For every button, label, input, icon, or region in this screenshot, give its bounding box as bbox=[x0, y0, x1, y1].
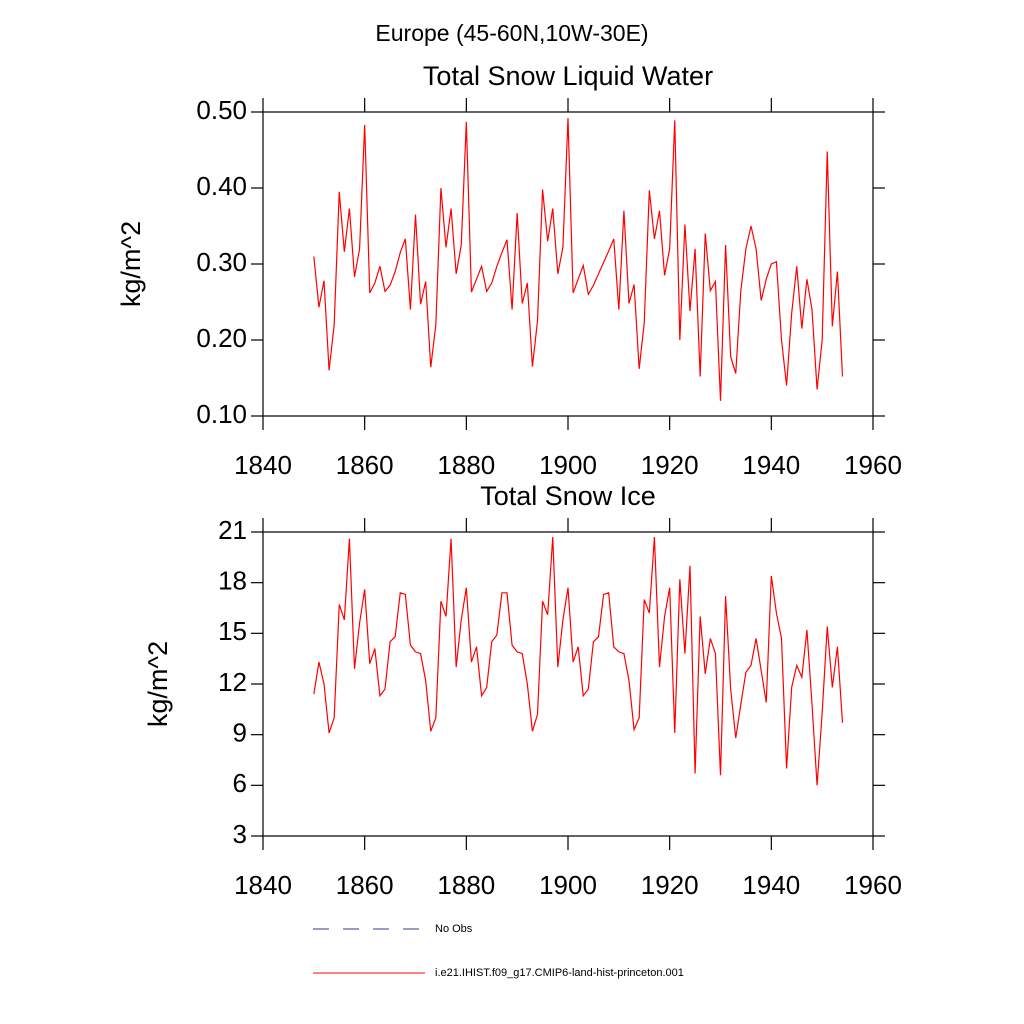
legend-label: No Obs bbox=[435, 923, 473, 935]
y-tick-label: 0.10 bbox=[196, 399, 247, 429]
x-tick-label: 1840 bbox=[234, 870, 292, 900]
y-tick-label: 3 bbox=[233, 819, 247, 849]
panel-title: Total Snow Ice bbox=[480, 481, 656, 511]
x-tick-label: 1900 bbox=[539, 870, 597, 900]
x-tick-label: 1880 bbox=[437, 450, 495, 480]
y-axis-label: kg/m^2 bbox=[116, 221, 146, 307]
plot-frame bbox=[262, 111, 874, 417]
x-tick-label: 1940 bbox=[742, 870, 800, 900]
x-tick-label: 1840 bbox=[234, 450, 292, 480]
y-tick-label: 21 bbox=[218, 515, 247, 545]
x-tick-label: 1960 bbox=[844, 450, 902, 480]
y-tick-label: 18 bbox=[218, 566, 247, 596]
x-tick-label: 1860 bbox=[336, 450, 394, 480]
y-tick-label: 0.40 bbox=[196, 171, 247, 201]
data-line bbox=[313, 118, 844, 401]
x-tick-label: 1960 bbox=[844, 870, 902, 900]
y-axis-label: kg/m^2 bbox=[143, 641, 173, 727]
y-tick-label: 12 bbox=[218, 667, 247, 697]
y-tick-label: 0.50 bbox=[196, 95, 247, 125]
y-tick-label: 6 bbox=[233, 768, 247, 798]
x-tick-label: 1860 bbox=[336, 870, 394, 900]
x-tick-label: 1920 bbox=[641, 450, 699, 480]
plot-frame bbox=[262, 531, 874, 837]
x-tick-label: 1900 bbox=[539, 450, 597, 480]
x-tick-label: 1880 bbox=[437, 870, 495, 900]
x-tick-label: 1920 bbox=[641, 870, 699, 900]
y-tick-label: 9 bbox=[233, 718, 247, 748]
y-tick-label: 0.30 bbox=[196, 247, 247, 277]
data-line bbox=[313, 537, 844, 786]
page-title: Europe (45-60N,10W-30E) bbox=[375, 20, 648, 46]
x-tick-label: 1940 bbox=[742, 450, 800, 480]
legend-label: i.e21.IHIST.f09_g17.CMIP6-land-hist-prin… bbox=[435, 967, 684, 979]
panel-title: Total Snow Liquid Water bbox=[423, 61, 713, 91]
y-tick-label: 0.20 bbox=[196, 323, 247, 353]
y-tick-label: 15 bbox=[218, 616, 247, 646]
